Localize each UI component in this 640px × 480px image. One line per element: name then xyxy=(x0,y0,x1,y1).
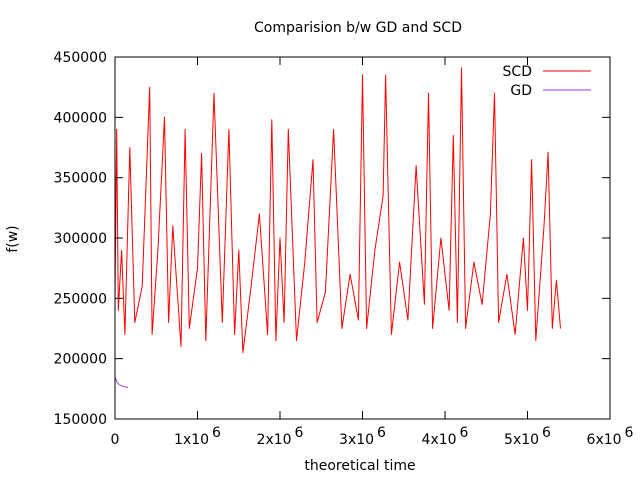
x-tick-label: 0 xyxy=(111,432,120,448)
x-tick-label: 6x10 6 xyxy=(587,425,634,448)
y-tick-label: 400000 xyxy=(54,110,107,126)
y-tick-label: 200000 xyxy=(54,352,107,368)
y-tick-label: 150000 xyxy=(54,412,107,428)
y-tick-label: 450000 xyxy=(54,50,107,66)
y-tick-label: 250000 xyxy=(54,291,107,307)
x-tick-label: 5x10 6 xyxy=(504,425,551,448)
x-tick-label: 3x10 6 xyxy=(339,425,386,448)
x-tick-label: 1x10 6 xyxy=(174,425,221,448)
chart-title: Comparision b/w GD and SCD xyxy=(254,20,462,36)
series-layer xyxy=(114,67,561,389)
x-axis-label: theoretical time xyxy=(304,458,415,474)
legend-label-scd: SCD xyxy=(503,64,532,80)
y-tick-label: 350000 xyxy=(54,171,107,187)
series-line-gd xyxy=(114,376,129,389)
plot-frame xyxy=(114,56,611,420)
x-tick-label: 2x10 6 xyxy=(257,425,304,448)
series-line-scd xyxy=(114,67,561,354)
y-tick-label: 300000 xyxy=(54,231,107,247)
tick-layer: 150000 200000 250000 300000 350000 400000 4500… xyxy=(54,50,634,448)
x-tick-label: 4x10 6 xyxy=(422,425,469,448)
legend-label-gd: GD xyxy=(510,83,532,99)
y-axis-label: f(w) xyxy=(5,225,21,252)
legend: SCD GD xyxy=(503,64,591,99)
